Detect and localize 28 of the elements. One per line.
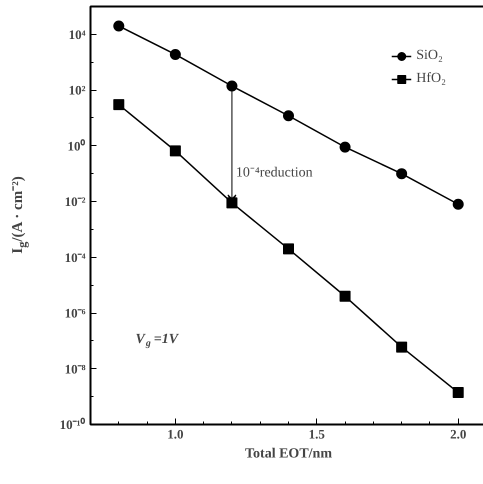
y-tick-label: 10⁴ — [68, 26, 86, 42]
point — [170, 48, 181, 60]
point — [340, 142, 351, 153]
annotation: 10⁻⁴reduction — [236, 165, 313, 180]
y-tick-label: 10⁻¹⁰ — [60, 417, 86, 432]
point — [283, 243, 294, 254]
point — [113, 99, 124, 110]
y-tick-label: 10⁰ — [68, 138, 86, 154]
point — [396, 168, 408, 180]
point — [283, 110, 294, 122]
y-tick-label: 10⁻⁶ — [64, 306, 86, 321]
x-tick-label: 2.0 — [450, 426, 466, 442]
y-tick-label: 10⁻² — [64, 194, 86, 210]
y-tick-label: 10⁻⁸ — [64, 361, 86, 376]
point — [170, 145, 181, 156]
x-tick-label: 1.5 — [308, 426, 326, 442]
point — [113, 20, 124, 32]
point — [226, 80, 238, 92]
point — [452, 387, 464, 398]
point — [396, 342, 408, 353]
legend-label: SiO₂ — [416, 48, 443, 64]
legend-label: HfO₂ — [416, 71, 446, 87]
point — [452, 198, 464, 210]
x-axis-title: Total EOT/nm — [244, 446, 332, 462]
point — [340, 290, 351, 302]
y-tick-label: 10² — [68, 82, 86, 98]
x-tick-label: 1.0 — [167, 426, 184, 442]
y-tick-label: 10⁻⁴ — [64, 250, 86, 265]
